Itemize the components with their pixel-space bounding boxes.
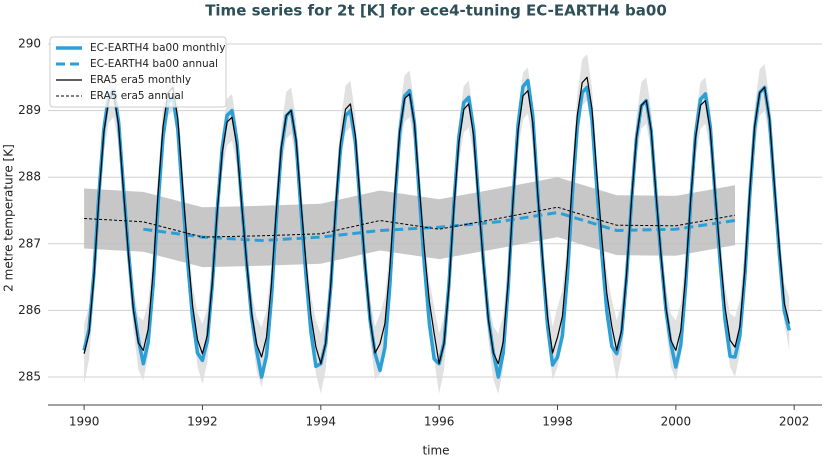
legend-label: ERA5 era5 annual (90, 90, 184, 102)
plot-area (82, 54, 791, 394)
x-tick-label: 1996 (424, 415, 455, 429)
y-tick-label: 287 (18, 236, 41, 250)
legend-label: ERA5 era5 monthly (90, 74, 191, 86)
y-tick-label: 285 (18, 370, 41, 384)
error-band (84, 54, 790, 394)
series-line (84, 206, 736, 238)
y-tick-label: 290 (18, 36, 41, 50)
x-tick-label: 1992 (187, 415, 218, 429)
x-tick-label: 1994 (306, 415, 337, 429)
legend-box (49, 36, 227, 108)
legend-label: EC-EARTH4 ba00 monthly (90, 42, 225, 54)
x-axis-label: time (422, 444, 449, 457)
legend-label: EC-EARTH4 ba00 annual (90, 58, 218, 70)
series-line (83, 76, 790, 365)
series-line (82, 78, 791, 379)
chart-title: Time series for 2t [K] for ece4-tuning E… (205, 2, 667, 20)
y-tick-label: 288 (18, 170, 41, 184)
x-tick-label: 2002 (779, 415, 810, 429)
x-tick-label: 1990 (69, 415, 100, 429)
y-axis-label: 2 metre temperature [K] (2, 144, 16, 292)
y-tick-label: 289 (18, 103, 41, 117)
legend: EC-EARTH4 ba00 monthly EC-EARTH4 ba00 ann… (49, 36, 227, 108)
x-tick-label: 2000 (661, 415, 692, 429)
x-tick-label: 1998 (542, 415, 573, 429)
y-tick-label: 286 (18, 303, 41, 317)
series-line (143, 211, 736, 242)
